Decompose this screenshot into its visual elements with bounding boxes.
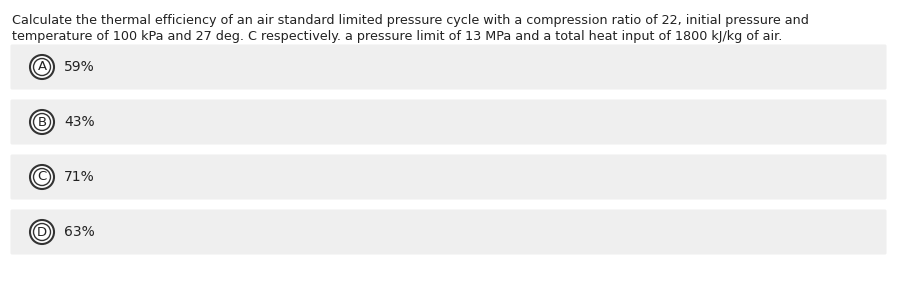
Text: A: A <box>38 60 47 74</box>
Circle shape <box>33 168 50 186</box>
Text: C: C <box>38 170 47 184</box>
FancyBboxPatch shape <box>11 154 886 199</box>
Circle shape <box>33 223 50 241</box>
Circle shape <box>30 55 54 79</box>
Circle shape <box>33 58 50 76</box>
Circle shape <box>30 220 54 244</box>
Text: temperature of 100 kPa and 27 deg. C respectively. a pressure limit of 13 MPa an: temperature of 100 kPa and 27 deg. C res… <box>12 30 782 43</box>
FancyBboxPatch shape <box>11 209 886 255</box>
Text: B: B <box>38 115 47 129</box>
Text: D: D <box>37 225 47 239</box>
Circle shape <box>30 165 54 189</box>
Text: 63%: 63% <box>64 225 95 239</box>
Text: 71%: 71% <box>64 170 95 184</box>
FancyBboxPatch shape <box>11 99 886 144</box>
Text: Calculate the thermal efficiency of an air standard limited pressure cycle with : Calculate the thermal efficiency of an a… <box>12 14 809 27</box>
Circle shape <box>33 113 50 131</box>
Circle shape <box>30 110 54 134</box>
FancyBboxPatch shape <box>11 44 886 89</box>
Text: 59%: 59% <box>64 60 95 74</box>
Text: 43%: 43% <box>64 115 94 129</box>
